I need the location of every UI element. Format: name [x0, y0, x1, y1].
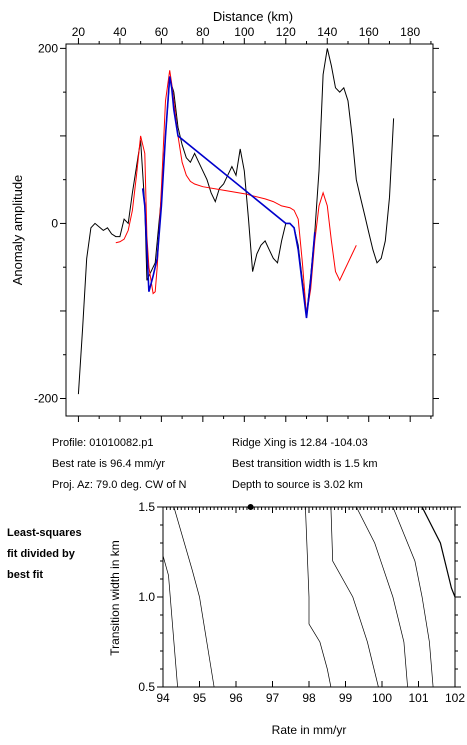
bottom-x-tick-label: 98 — [302, 691, 316, 705]
top-y-tick-label: -200 — [34, 391, 58, 405]
top-y-tick-label: 200 — [38, 41, 58, 55]
bottom-x-tick-label: 97 — [266, 691, 280, 705]
top-series-line-1 — [77, 48, 395, 395]
best-fit-marker — [247, 504, 254, 510]
top-x-tick-label: 180 — [400, 25, 420, 39]
top-series-line-2 — [115, 70, 357, 316]
bottom-contour-3 — [305, 506, 332, 688]
top-x-tick-label: 80 — [196, 25, 210, 39]
top-x-axis-label: Distance (km) — [213, 9, 293, 24]
bottom-x-tick-label: 101 — [408, 691, 428, 705]
proj-az-text: Proj. Az: 79.0 deg. CW of N — [52, 479, 187, 491]
top-x-tick-label: 140 — [317, 25, 337, 39]
side-note-line-2: fit divided by — [7, 548, 75, 560]
bottom-y-tick-label: 1.0 — [138, 590, 155, 604]
bottom-contour-1 — [162, 555, 178, 688]
bottom-contour-2 — [173, 506, 215, 688]
bottom-x-tick-label: 96 — [229, 691, 243, 705]
bottom-x-tick-label: 100 — [372, 691, 392, 705]
top-x-tick-label: 20 — [72, 25, 86, 39]
best-rate-text: Best rate is 96.4 mm/yr — [52, 458, 166, 470]
top-y-tick-label: 0 — [51, 216, 58, 230]
bottom-axis-ticks: 94 95 96 97 98 99 100 101 102 1.5 1.0 0.5 — [138, 500, 465, 705]
bottom-x-tick-label: 102 — [445, 691, 465, 705]
top-axis-ticks: 20 40 60 80 100 120 140 160 180 200 0 -200 — [34, 25, 439, 422]
bottom-y-axis-label: Transition width in km — [108, 540, 122, 656]
bottom-contour-5 — [356, 506, 408, 688]
depth-text: Depth to source is 3.02 km — [232, 479, 363, 491]
side-note: Least-squares fit divided by best fit — [7, 523, 117, 586]
top-x-tick-label: 60 — [155, 25, 169, 39]
top-x-tick-label: 100 — [234, 25, 254, 39]
top-series-lines — [77, 48, 395, 395]
top-y-axis-label: Anomaly amplitude — [10, 175, 25, 286]
bottom-x-axis-label: Rate in mm/yr — [272, 723, 347, 737]
bottom-x-tick-label: 94 — [156, 691, 170, 705]
top-x-tick-label: 40 — [113, 25, 127, 39]
top-x-tick-label: 160 — [359, 25, 379, 39]
ridge-xing-text: Ridge Xing is 12.84 -104.03 — [232, 437, 368, 449]
bottom-contour-7 — [421, 506, 456, 598]
side-note-line-3: best fit — [7, 569, 44, 581]
top-x-tick-label: 120 — [276, 25, 296, 39]
top-series-line-3 — [141, 76, 316, 319]
bottom-contour-4 — [330, 506, 379, 688]
bottom-contour-lines — [162, 506, 456, 688]
bottom-y-tick-label: 0.5 — [138, 680, 155, 694]
best-width-text: Best transition width is 1.5 km — [232, 458, 378, 470]
profile-text: Profile: 01010082.p1 — [52, 437, 154, 449]
bottom-x-tick-label: 95 — [193, 691, 207, 705]
bottom-x-tick-label: 99 — [339, 691, 353, 705]
side-note-line-1: Least-squares — [7, 527, 82, 539]
bottom-y-tick-label: 1.5 — [138, 500, 155, 514]
top-plot-frame — [65, 43, 434, 417]
bottom-contour-6 — [392, 506, 434, 688]
